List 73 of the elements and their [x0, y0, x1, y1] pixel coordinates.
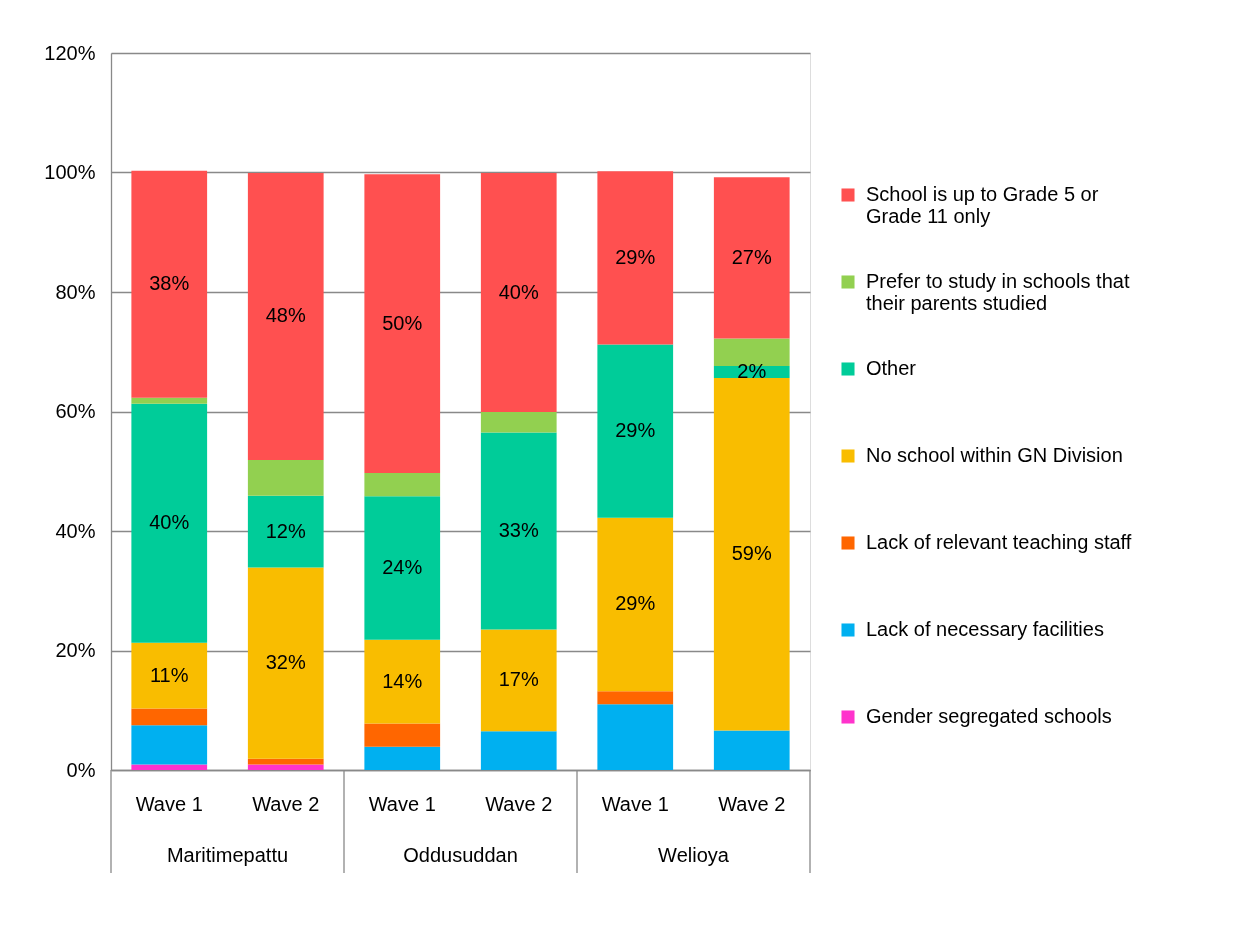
x-tick-label: Wave 2	[252, 792, 320, 815]
data-label: 11%	[149, 663, 189, 686]
legend-label: School is up to Grade 5 or Grade 11 only	[866, 183, 1099, 227]
x-tick-label: Wave 2	[718, 792, 786, 815]
bar	[713, 730, 790, 770]
data-label: 2%	[737, 360, 767, 383]
bar	[480, 629, 557, 732]
data-label: 24%	[382, 556, 423, 579]
data-label: 29%	[615, 592, 656, 615]
bar	[713, 378, 790, 731]
data-label: 12%	[265, 519, 306, 542]
bar	[480, 432, 557, 630]
data-label: 17%	[498, 668, 539, 691]
bar	[597, 517, 674, 692]
x-tick-label: Wave 1	[135, 792, 203, 815]
legend-label: Lack of relevant teaching staff	[866, 531, 1132, 553]
data-label: 38%	[149, 272, 190, 295]
data-label: 32%	[265, 651, 306, 674]
bar	[364, 496, 441, 640]
y-tick-label: 120%	[44, 41, 96, 64]
bar	[247, 495, 324, 568]
bar	[364, 473, 441, 497]
x-tick-label: Wave 1	[368, 792, 436, 815]
bar	[713, 177, 790, 339]
bar	[247, 459, 324, 496]
bar	[480, 412, 557, 433]
legend-label: Gender segregated schools	[866, 705, 1112, 727]
bar	[131, 708, 208, 726]
y-tick-label: 40%	[55, 519, 96, 542]
bar	[131, 397, 208, 404]
data-label: 29%	[615, 419, 656, 442]
data-label: 29%	[615, 245, 656, 268]
bar	[597, 344, 674, 518]
y-tick-label: 80%	[55, 280, 96, 303]
y-tick-label: 100%	[44, 161, 96, 183]
y-tick-label: 0%	[66, 758, 96, 781]
bar	[364, 639, 441, 724]
bar	[597, 171, 674, 345]
bar	[131, 725, 208, 765]
bar	[247, 173, 324, 460]
x-tick-label: Wave 2	[485, 792, 553, 815]
text: Maritimepattu	[166, 844, 289, 866]
x-tick-label: Wave 1	[601, 792, 669, 815]
data-label: 50%	[382, 311, 423, 334]
bar	[247, 764, 324, 770]
legend-label: Other	[866, 357, 917, 379]
data-label: 27%	[731, 245, 772, 268]
data-label: 14%	[382, 669, 423, 692]
bar	[247, 758, 324, 765]
data-label: 59%	[731, 542, 772, 565]
data-label: 33%	[498, 519, 539, 541]
bar	[247, 567, 324, 759]
bar	[131, 403, 208, 643]
data-label: 40%	[149, 511, 190, 534]
legend-label: No school within GN Division	[866, 444, 1123, 466]
legend-label: Prefer to study in schools that their parents studied	[866, 270, 1130, 314]
y-tick-label: 60%	[55, 400, 96, 422]
data-label: 40%	[498, 280, 539, 303]
bar	[597, 691, 674, 705]
legend-label: Lack of necessary facilities	[866, 618, 1104, 640]
bar	[597, 704, 674, 770]
data-label: 48%	[265, 304, 306, 327]
bar	[131, 170, 208, 398]
text: Welioya	[658, 844, 730, 866]
bar	[364, 174, 441, 474]
bar	[480, 731, 557, 770]
bar	[131, 642, 208, 709]
bar	[364, 723, 441, 747]
bar	[364, 746, 441, 770]
bar	[131, 764, 208, 770]
y-tick-label: 20%	[55, 639, 96, 661]
text: Oddusuddan	[403, 844, 518, 866]
bar	[480, 173, 557, 413]
